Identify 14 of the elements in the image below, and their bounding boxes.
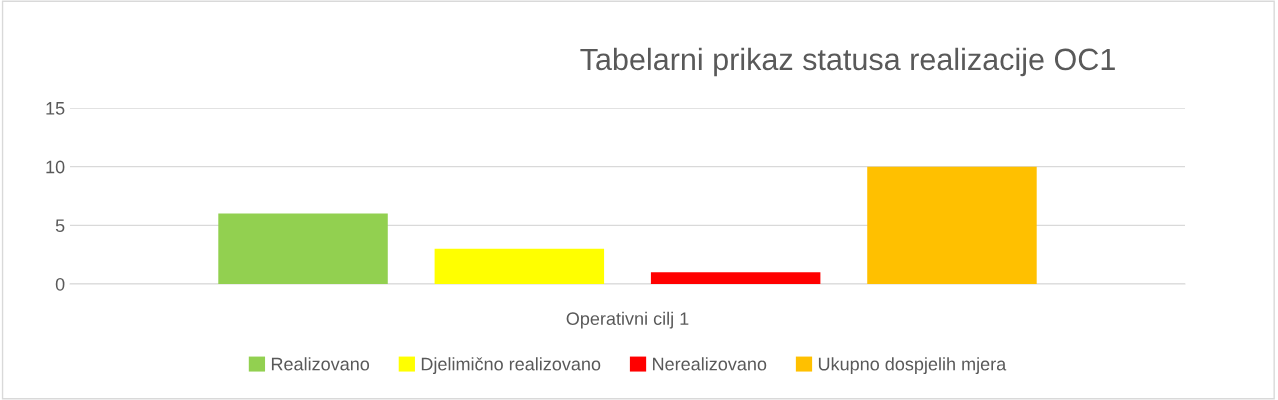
y-tick-label: 15: [46, 102, 65, 115]
legend-label: Ukupno dospjelih mjera: [818, 357, 1007, 375]
legend-label: Nerealizovano: [653, 357, 767, 371]
y-tick-label: 5: [55, 219, 65, 233]
bar: [867, 166, 1037, 284]
legend-label: Realizovano: [271, 357, 370, 371]
chart-title: Tabelarni prikaz statusa realizacije OC1: [580, 47, 1115, 77]
y-tick-label: 10: [46, 160, 65, 174]
legend-label: Djelimično realizovano: [421, 357, 601, 375]
x-tick-label: Operativni cilj 1: [566, 311, 689, 329]
bar: [434, 248, 605, 284]
y-tick-label: 0: [55, 277, 65, 291]
bar: [650, 272, 821, 284]
bar: [218, 213, 388, 284]
